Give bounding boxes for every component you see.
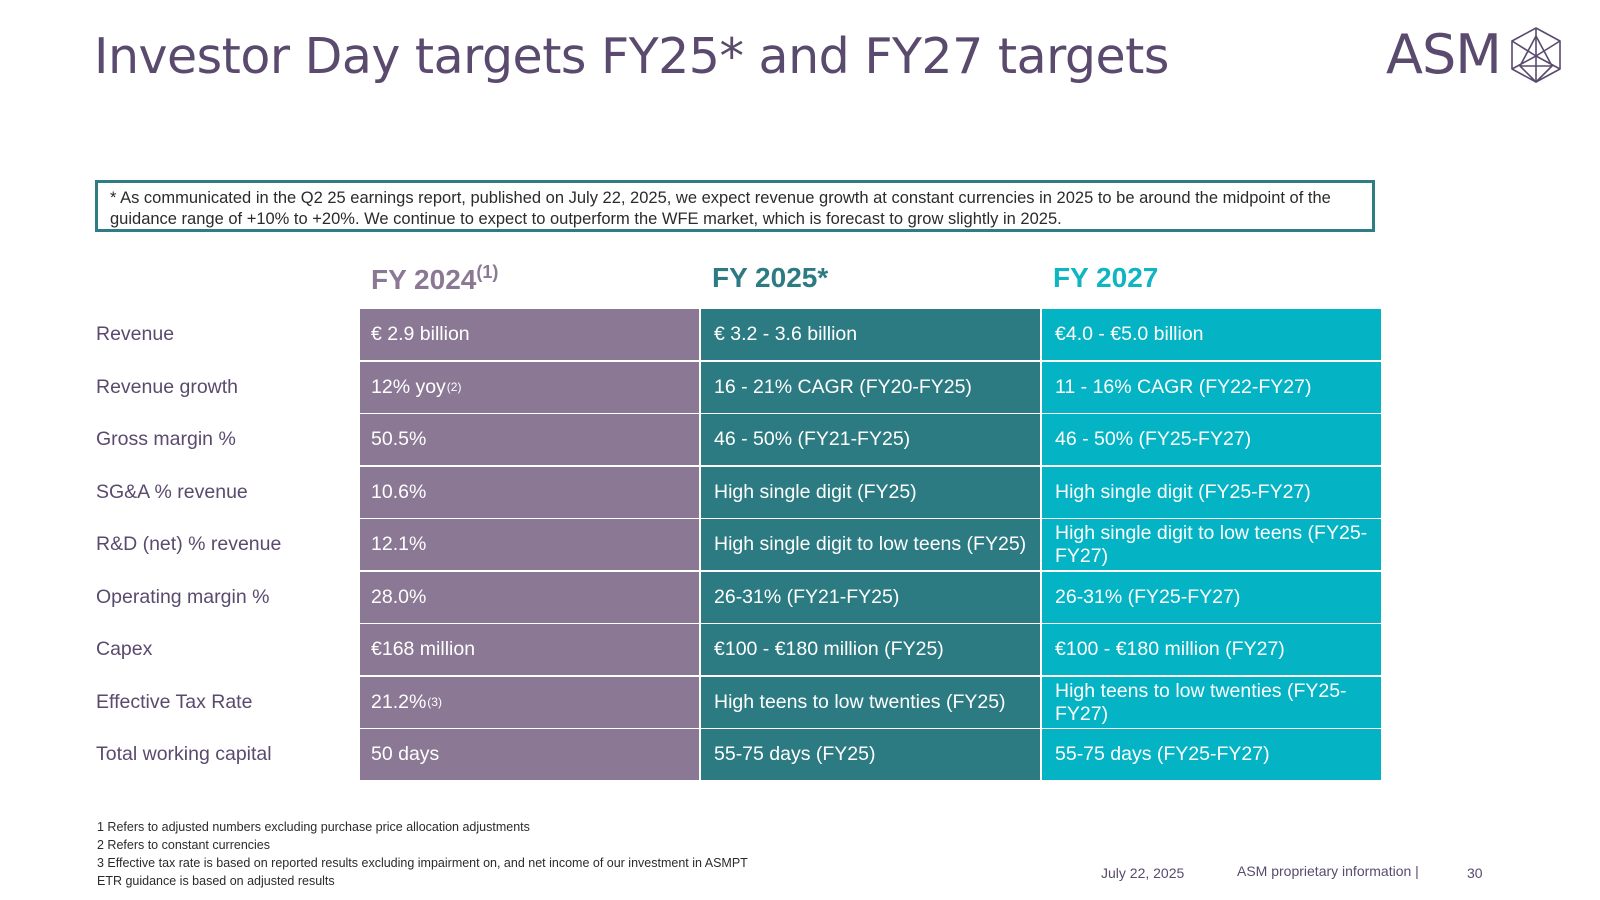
cell-fy2025: High single digit (FY25) (701, 467, 1040, 518)
row-label: Revenue (96, 323, 175, 345)
cell-fy2024: € 2.9 billion (360, 309, 699, 360)
row-label: SG&A % revenue (96, 481, 248, 503)
cell-fy2024: 10.6% (360, 467, 699, 518)
cell-fy2027: 46 - 50% (FY25-FY27) (1042, 414, 1381, 465)
column-header-fy2027: FY 2027 (1053, 262, 1159, 293)
geometric-crystal-icon (1511, 27, 1561, 83)
cell-fy2024: 21.2% (3) (360, 677, 699, 728)
page-title: Investor Day targets FY25* and FY27 targ… (94, 28, 1169, 85)
cell-fy2025: 26-31% (FY21-FY25) (701, 572, 1040, 623)
row-label: Gross margin % (96, 428, 236, 450)
cell-fy2027: High single digit to low teens (FY25-FY2… (1042, 519, 1381, 570)
footer-proprietary: ASM proprietary information | (1237, 863, 1419, 879)
cell-fy2024: €168 million (360, 624, 699, 675)
row-label: R&D (net) % revenue (96, 533, 282, 555)
footnote: ETR guidance is based on adjusted result… (97, 874, 335, 888)
cell-fy2027: High teens to low twenties (FY25-FY27) (1042, 677, 1381, 728)
cell-fy2025: 55-75 days (FY25) (701, 729, 1040, 780)
row-label: Effective Tax Rate (96, 691, 253, 713)
row-label: Capex (96, 638, 153, 660)
cell-fy2027: High single digit (FY25-FY27) (1042, 467, 1381, 518)
cell-fy2027: 11 - 16% CAGR (FY22-FY27) (1042, 362, 1381, 413)
footer-date: July 22, 2025 (1101, 865, 1185, 881)
cell-fy2024: 12.1% (360, 519, 699, 570)
guidance-note: * As communicated in the Q2 25 earnings … (95, 180, 1375, 232)
cell-fy2025: € 3.2 - 3.6 billion (701, 309, 1040, 360)
cell-fy2024: 50.5% (360, 414, 699, 465)
cell-fy2027: €4.0 - €5.0 billion (1042, 309, 1381, 360)
column-header-fy2025: FY 2025* (712, 262, 829, 293)
row-label: Revenue growth (96, 376, 239, 398)
cell-fy2025: 16 - 21% CAGR (FY20-FY25) (701, 362, 1040, 413)
cell-fy2025: €100 - €180 million (FY25) (701, 624, 1040, 675)
cell-fy2024: 50 days (360, 729, 699, 780)
cell-fy2024: 28.0% (360, 572, 699, 623)
footnote: 1 Refers to adjusted numbers excluding p… (97, 820, 530, 834)
cell-fy2027: 55-75 days (FY25-FY27) (1042, 729, 1381, 780)
asm-logo: ASM (1386, 26, 1565, 84)
logo-text: ASM (1386, 23, 1502, 86)
cell-fy2025: High teens to low twenties (FY25) (701, 677, 1040, 728)
cell-fy2027: €100 - €180 million (FY27) (1042, 624, 1381, 675)
cell-fy2025: High single digit to low teens (FY25) (701, 519, 1040, 570)
column-header-fy2024: FY 2024(1) (371, 262, 499, 295)
cell-fy2027: 26-31% (FY25-FY27) (1042, 572, 1381, 623)
cell-fy2024: 12% yoy (2) (360, 362, 699, 413)
row-label: Operating margin % (96, 586, 270, 608)
page-number: 30 (1467, 865, 1483, 881)
footnote: 3 Effective tax rate is based on reporte… (97, 856, 748, 870)
row-label: Total working capital (96, 743, 272, 765)
cell-fy2025: 46 - 50% (FY21-FY25) (701, 414, 1040, 465)
footnote: 2 Refers to constant currencies (97, 838, 270, 852)
footnotes: 1 Refers to adjusted numbers excluding p… (97, 818, 748, 890)
